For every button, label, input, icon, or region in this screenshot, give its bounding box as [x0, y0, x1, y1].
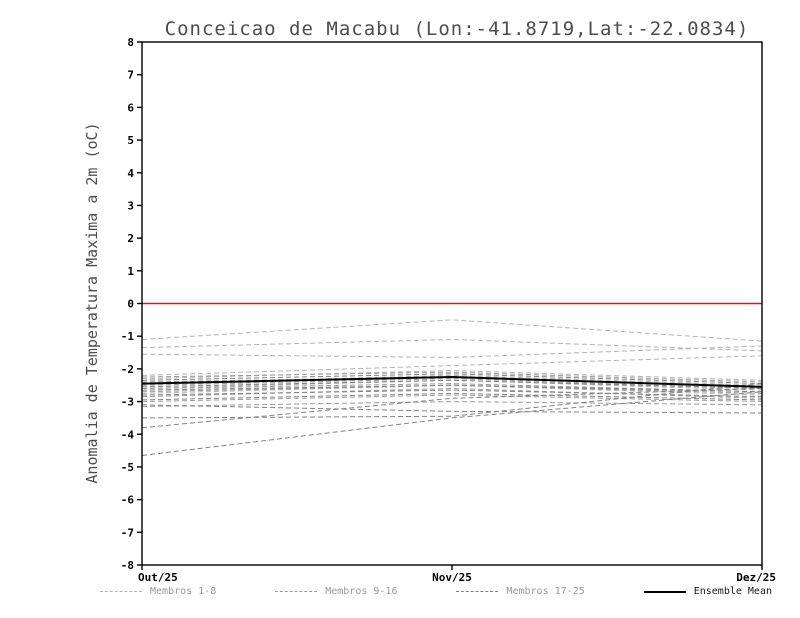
ensemble-member-line: [141, 383, 763, 393]
ensemble-member-line: [141, 338, 763, 352]
x-tick-label: Dez/25: [736, 571, 776, 584]
ensemble-member-line: [141, 384, 763, 393]
y-tick-label: 3: [127, 199, 134, 212]
ensemble-member-line: [141, 379, 763, 389]
legend-item-members-17-25: Membros 17-25: [456, 586, 585, 597]
ensemble-member-line: [141, 394, 763, 403]
legend-label: Membros 1-8: [150, 586, 217, 597]
ensemble-member-line: [141, 371, 763, 383]
chart-legend: Membros 1-8 Membros 9-16 Membros 17-25 E…: [100, 586, 772, 597]
ensemble-member-line: [141, 401, 763, 407]
ensemble-member-line: [141, 387, 763, 429]
ensemble-member-line: [141, 379, 763, 391]
y-tick-label: 4: [127, 167, 134, 180]
x-tick-label: Nov/25: [432, 571, 472, 584]
ensemble-member-line: [141, 319, 763, 342]
y-tick-label: 8: [127, 36, 134, 49]
ensemble-member-line: [141, 387, 763, 399]
ensemble-member-line: [141, 355, 763, 376]
legend-label: Membros 17-25: [506, 586, 585, 597]
y-tick-label: -7: [121, 526, 134, 539]
ensemble-member-line: [141, 374, 763, 386]
ensemble-member-line: [141, 370, 763, 381]
chart-title: Conceicao de Macabu (Lon:-41.8719,Lat:-2…: [164, 18, 750, 40]
y-tick-label: 5: [127, 134, 134, 147]
ensemble-member-line: [141, 383, 763, 419]
y-tick-label: 6: [127, 101, 134, 114]
dashed-line-icon: [100, 591, 142, 592]
legend-item-members-9-16: Membros 9-16: [275, 586, 397, 597]
y-tick-label: 0: [127, 298, 134, 311]
legend-item-members-1-8: Membros 1-8: [100, 586, 216, 597]
y-tick-label: -3: [121, 396, 134, 409]
ensemble-member-line: [141, 384, 763, 394]
y-tick-label: -8: [121, 559, 134, 572]
ensemble-member-line: [141, 384, 763, 396]
y-tick-label: 7: [127, 69, 134, 82]
legend-label: Ensemble Mean: [693, 586, 772, 597]
y-tick-label: -6: [121, 494, 135, 507]
ensemble-member-line: [141, 373, 763, 385]
dashed-line-icon: [275, 591, 318, 592]
legend-label: Membros 9-16: [325, 586, 398, 597]
ensemble-mean-line: [141, 376, 763, 388]
ensemble-member-line: [141, 389, 763, 398]
ensemble-member-line: [141, 391, 763, 456]
ensemble-member-line: [141, 392, 763, 401]
legend-item-ensemble-mean: Ensemble Mean: [643, 586, 772, 597]
dashed-line-icon: [456, 591, 499, 592]
x-tick-label: Out/25: [138, 571, 178, 584]
y-tick-label: -4: [121, 428, 135, 441]
y-tick-label: -2: [121, 363, 134, 376]
y-tick-label: -1: [121, 330, 135, 343]
y-tick-label: 2: [127, 232, 134, 245]
ensemble-member-line: [141, 404, 763, 414]
ensemble-member-line: [141, 345, 763, 358]
ensemble-member-line: [141, 378, 763, 389]
y-tick-label: -5: [121, 461, 134, 474]
solid-line-icon: [643, 590, 686, 593]
y-tick-label: 1: [127, 265, 134, 278]
